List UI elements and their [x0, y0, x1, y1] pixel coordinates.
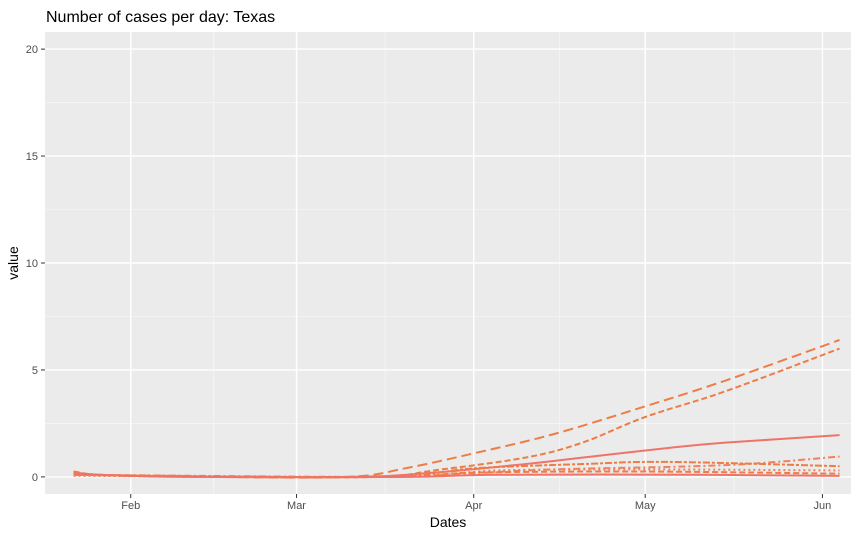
- chart-title: Number of cases per day: Texas: [46, 9, 275, 26]
- minor-gridlines: [45, 32, 851, 494]
- x-tick-label-jun: Jun: [814, 500, 832, 512]
- series-line-6: [73, 470, 840, 479]
- axis-ticks: [41, 48, 823, 498]
- series-line-7: [73, 472, 840, 479]
- major-gridlines: [45, 32, 851, 494]
- x-tick-label-mar: Mar: [287, 500, 306, 512]
- y-tick-label-15: 15: [26, 151, 38, 163]
- y-tick-labels: 0 5 10 15 20: [26, 44, 38, 484]
- x-axis-title: Dates: [430, 514, 467, 530]
- x-tick-label-may: May: [635, 500, 656, 512]
- y-tick-label-10: 10: [26, 258, 38, 270]
- y-axis-title: value: [5, 246, 21, 280]
- x-tick-label-feb: Feb: [121, 500, 140, 512]
- series-line-3: [73, 455, 840, 478]
- y-tick-label-20: 20: [26, 44, 38, 56]
- x-tick-labels: Feb Mar Apr May Jun: [121, 500, 831, 512]
- series-layer: [73, 339, 840, 479]
- y-tick-label-5: 5: [32, 365, 38, 377]
- y-tick-label-0: 0: [32, 472, 38, 484]
- x-tick-label-apr: Apr: [465, 500, 482, 512]
